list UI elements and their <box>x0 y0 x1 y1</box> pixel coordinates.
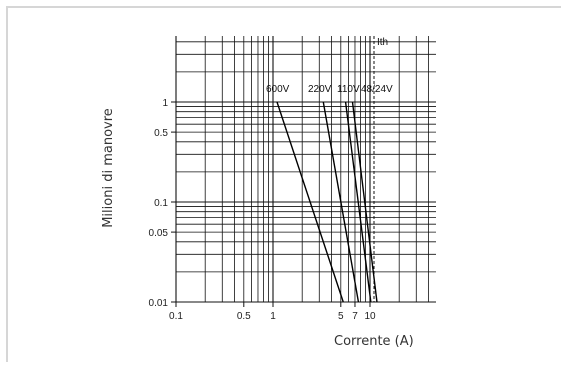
x-tick-label: 10 <box>364 311 376 322</box>
series-label: 220V <box>308 84 332 95</box>
reference-line-label: Ith <box>377 37 388 48</box>
x-axis-title: Corrente (A) <box>334 334 414 349</box>
tick-layer: 0.1 0.5 1 5 7 10 0.01 0.05 0.1 0.5 1 <box>149 98 376 322</box>
series-label: 600V <box>266 84 290 95</box>
series-line <box>276 101 344 303</box>
label-layer: Ith 600V 220V 110V 48/24V <box>266 37 393 95</box>
y-tick-label: 1 <box>162 98 168 109</box>
x-tick-label: 7 <box>352 311 358 322</box>
series-label: 110V <box>337 84 360 95</box>
series-label: 48/24V <box>361 84 393 95</box>
x-tick-label: 5 <box>338 311 344 322</box>
grid-layer <box>175 36 436 303</box>
y-tick-label: 0.05 <box>149 228 169 239</box>
series-line <box>322 101 360 303</box>
x-tick-label: 1 <box>270 311 276 322</box>
y-tick-label: 0.1 <box>154 198 168 209</box>
x-tick-label: 0.5 <box>237 311 251 322</box>
x-tick-label: 0.1 <box>169 311 183 322</box>
y-tick-label: 0.01 <box>149 298 169 309</box>
y-tick-label: 0.5 <box>154 128 168 139</box>
series-layer <box>276 101 378 303</box>
series-line <box>351 101 378 303</box>
series-line <box>344 101 372 303</box>
y-axis-title: Milioni di manovre <box>101 108 116 228</box>
